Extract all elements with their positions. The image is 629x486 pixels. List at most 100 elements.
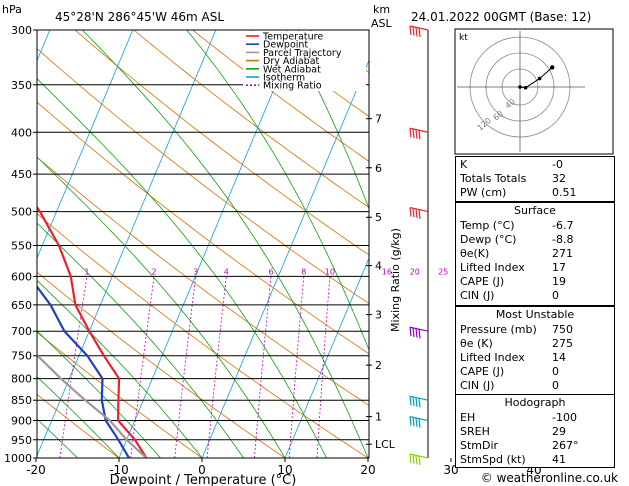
wet-adiabat-line bbox=[286, 30, 369, 210]
hodo-row: SREH 29 bbox=[460, 425, 566, 438]
km-tick-label: 2 bbox=[375, 359, 382, 372]
parcel-trajectory-line bbox=[37, 353, 148, 458]
isobars bbox=[37, 29, 369, 459]
hodo-row: StmDir 267° bbox=[460, 439, 579, 452]
surface-title: Surface bbox=[514, 204, 556, 217]
temperature-tick-label: 10 bbox=[277, 463, 292, 477]
mixing-ratio-line bbox=[407, 276, 415, 458]
legend-entry: Temperature bbox=[262, 32, 323, 43]
km-unit: km bbox=[373, 3, 390, 16]
legend-entry: Mixing Ratio bbox=[263, 81, 322, 92]
hodo-row: EH -100 bbox=[460, 411, 577, 424]
index-row-pw: PW (cm) 0.51 bbox=[460, 186, 577, 199]
mixing-ratio-line bbox=[174, 276, 197, 458]
dewpoint-line bbox=[37, 284, 130, 458]
mu-row: θe (K) 275 bbox=[460, 337, 573, 350]
km-tick-label: 6 bbox=[375, 162, 382, 175]
wet-adiabat-line bbox=[186, 30, 369, 352]
mu-row: Lifted Index 14 bbox=[460, 351, 566, 364]
hodograph-point bbox=[523, 85, 528, 90]
dry-adiabat-line bbox=[37, 101, 369, 355]
dry-adiabat-line bbox=[133, 30, 369, 209]
wet-adiabat-line bbox=[37, 376, 120, 458]
wet-adiabat-line bbox=[37, 78, 327, 458]
mixing-ratio-line bbox=[130, 276, 155, 458]
mixing-ratio-label: 20 bbox=[410, 267, 420, 276]
legend-box bbox=[243, 31, 366, 91]
km-tick-label: 3 bbox=[375, 309, 382, 322]
pressure-tick-label: 350 bbox=[11, 79, 32, 92]
pressure-unit: hPa bbox=[2, 3, 22, 16]
mixing-ratio-line bbox=[438, 276, 444, 458]
surface-table: Surface Temp (°C) -6.7 Dewp (°C) -8.8 θe(K… bbox=[455, 202, 615, 306]
pressure-tick-label: 450 bbox=[11, 168, 32, 181]
km-tick-label: 4 bbox=[375, 260, 382, 273]
pressure-tick-label: 550 bbox=[11, 239, 32, 252]
surface-row: Lifted Index 17 bbox=[460, 261, 566, 274]
location-label: 45°28'N 286°45'W 46m ASL bbox=[55, 10, 224, 24]
pressure-tick-label: 950 bbox=[11, 434, 32, 447]
wet-adiabat-line bbox=[37, 330, 161, 458]
mu-row: Pressure (mb) 750 bbox=[460, 323, 573, 336]
index-row-totals: Totals Totals 32 bbox=[460, 172, 566, 185]
wind-barbs bbox=[409, 25, 429, 466]
mixing-ratio-label: 25 bbox=[438, 267, 448, 276]
surface-row: CIN (J) 0 bbox=[460, 289, 559, 302]
mixing-ratio-label: 2 bbox=[152, 267, 157, 276]
hodo-row: StmSpd (kt) 41 bbox=[460, 453, 566, 466]
wind-barb bbox=[409, 207, 429, 219]
km-tick-label: 5 bbox=[375, 211, 382, 224]
x-axis-label: Dewpoint / Temperature (°C) bbox=[110, 473, 297, 486]
mixing-ratio-label: 4 bbox=[224, 267, 229, 276]
legend-entry: Dewpoint bbox=[263, 40, 308, 51]
pressure-tick-label: 900 bbox=[11, 415, 32, 428]
wind-barb bbox=[409, 415, 429, 428]
dry-adiabat-line bbox=[192, 30, 369, 162]
surface-row: CAPE (J) 19 bbox=[460, 275, 566, 288]
temperature-tick-label: -10 bbox=[109, 463, 129, 477]
mixing-ratio-labels: 1 2 3 4 6 8 10 16 20 25 bbox=[84, 267, 448, 276]
legend-entry: Dry Adiabat bbox=[263, 56, 320, 67]
temperature-tick-label: 0 bbox=[198, 463, 206, 477]
mixing-ratio-label: 3 bbox=[193, 267, 198, 276]
dry-adiabat-line bbox=[74, 30, 369, 256]
isotherm-line bbox=[617, 30, 629, 458]
wet-adiabat-line bbox=[82, 30, 369, 458]
surface-row: Temp (°C) -6.7 bbox=[460, 219, 574, 232]
profiles bbox=[37, 205, 148, 458]
mixing-ratio-line bbox=[206, 276, 227, 458]
mu-row: CIN (J) 0 bbox=[460, 379, 559, 392]
pressure-tick-label: 750 bbox=[11, 350, 32, 363]
hodograph-table: Hodograph EH -100 SREH 29 StmDir 267° StmSp… bbox=[455, 394, 615, 468]
mixing-ratio-label: 8 bbox=[301, 267, 306, 276]
mu-row: CAPE (J) 0 bbox=[460, 365, 559, 378]
hodograph-trace bbox=[519, 67, 553, 89]
pressure-tick-label: 1000 bbox=[4, 452, 32, 465]
isotherm-line bbox=[37, 30, 217, 457]
wind-barb bbox=[409, 395, 429, 408]
km-tick-label: 7 bbox=[375, 113, 382, 126]
hodograph-frame bbox=[454, 28, 614, 155]
pressure-axis: 300 350 400 450 500 550 600 650 700 750 800 850 900 9… bbox=[4, 24, 37, 465]
dry-adiabat-line bbox=[37, 48, 369, 305]
hodograph-title: Hodograph bbox=[504, 396, 566, 409]
legend-entry: Wet Adiabat bbox=[263, 64, 321, 75]
isotherm-line bbox=[284, 257, 369, 458]
mixing-ratio-line bbox=[316, 276, 331, 458]
most-unstable-title: Most Unstable bbox=[495, 308, 575, 321]
dry-adiabat-line bbox=[37, 156, 369, 406]
plot-frame bbox=[36, 29, 370, 459]
pressure-tick-label: 850 bbox=[11, 394, 32, 407]
surface-row: Dewp (°C) -8.8 bbox=[460, 233, 574, 246]
temperature-tick-label: -20 bbox=[26, 463, 46, 477]
dry-adiabat-line bbox=[37, 331, 203, 458]
surface-row: θe(K) 271 bbox=[460, 247, 573, 260]
pressure-tick-label: 300 bbox=[11, 24, 32, 37]
temperature-tick-label: 20 bbox=[360, 463, 375, 477]
pressure-tick-label: 700 bbox=[11, 325, 32, 338]
isotherm-line bbox=[118, 30, 300, 458]
index-row-k: K -0 bbox=[460, 158, 563, 171]
wind-barb bbox=[409, 326, 429, 339]
